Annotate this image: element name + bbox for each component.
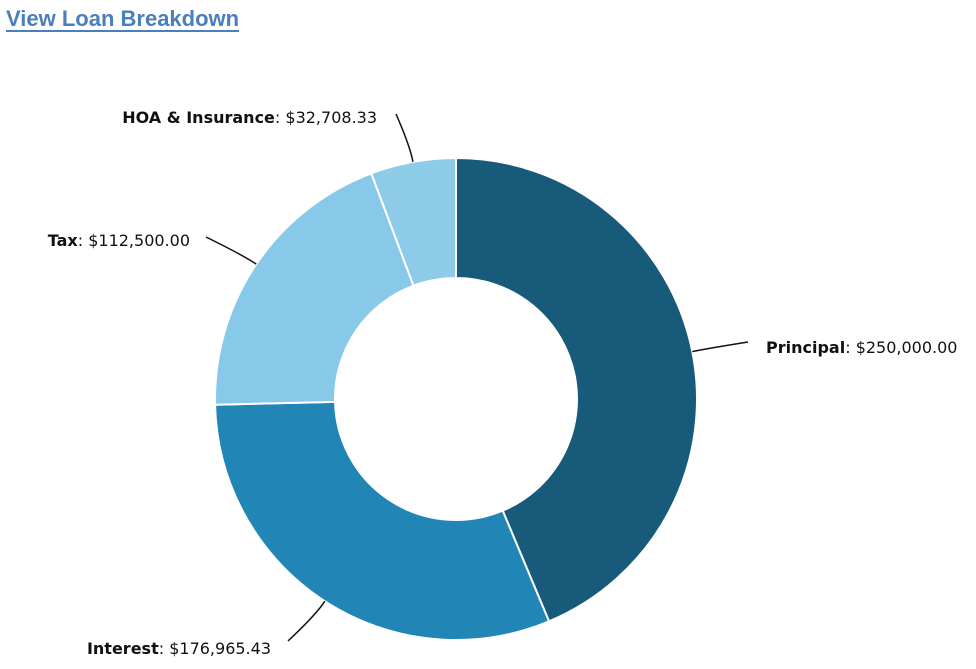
data-label-separator: : bbox=[275, 108, 285, 127]
data-label-value: $176,965.43 bbox=[169, 639, 271, 658]
leader-line-interest bbox=[287, 600, 326, 642]
leader-line-tax bbox=[205, 236, 257, 265]
leader-line-hoa-and-insurance bbox=[395, 113, 414, 163]
data-labels: Principal: $250,000.00 Interest: $176,965… bbox=[48, 108, 958, 658]
data-label-value: $32,708.33 bbox=[285, 108, 377, 127]
data-label-name: HOA & Insurance bbox=[122, 108, 275, 127]
slice-principal bbox=[455, 156, 698, 623]
data-label-separator: : bbox=[159, 639, 169, 658]
data-label-interest: Interest: $176,965.43 bbox=[87, 639, 271, 658]
data-label-name: Principal bbox=[766, 338, 845, 357]
data-label-name: Interest bbox=[87, 639, 159, 658]
donut-slices bbox=[214, 156, 698, 641]
slice-hoa-and-insurance bbox=[369, 156, 457, 288]
view-loan-breakdown-link[interactable]: View Loan Breakdown bbox=[6, 6, 240, 31]
data-label-separator: : bbox=[845, 338, 855, 357]
data-label-name: Tax bbox=[48, 231, 79, 250]
slice-interest bbox=[214, 400, 551, 641]
data-label-value: $112,500.00 bbox=[88, 231, 190, 250]
leader-line-principal bbox=[692, 341, 749, 353]
data-label-separator: : bbox=[78, 231, 88, 250]
data-label-hoa-and-insurance: HOA & Insurance: $32,708.33 bbox=[122, 108, 377, 127]
data-label-principal: Principal: $250,000.00 bbox=[766, 338, 957, 357]
slice-tax bbox=[214, 172, 415, 406]
data-label-value: $250,000.00 bbox=[856, 338, 958, 357]
data-label-tax: Tax: $112,500.00 bbox=[48, 231, 190, 250]
leader-lines bbox=[205, 113, 749, 642]
